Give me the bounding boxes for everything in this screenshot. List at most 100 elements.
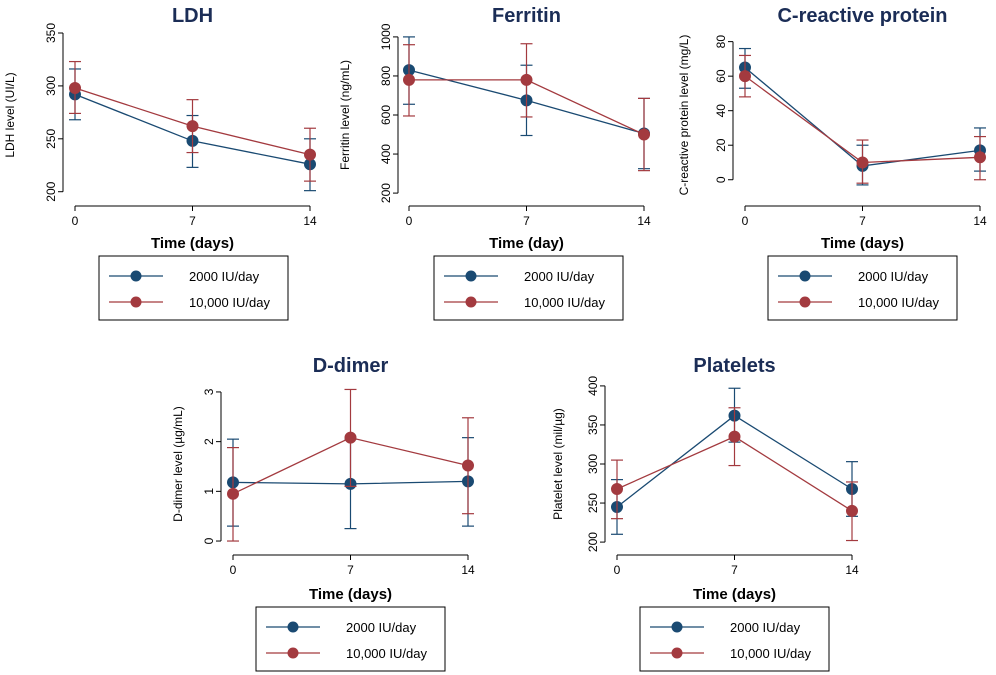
legend-marker [465, 270, 477, 282]
legend-marker [799, 270, 811, 282]
x-tick-label: 7 [523, 214, 530, 228]
legend-marker [130, 270, 142, 282]
x-tick-label: 0 [406, 214, 413, 228]
data-point [403, 73, 415, 86]
legend: 2000 IU/day 10,000 IU/day [639, 606, 830, 672]
data-point [227, 487, 239, 500]
data-point [739, 70, 751, 83]
y-tick-label: 250 [586, 493, 600, 513]
chart-title: LDH [172, 5, 213, 27]
y-tick-label: 400 [586, 376, 600, 396]
legend-marker [465, 296, 477, 308]
legend-marker [287, 647, 299, 659]
y-tick-label: 300 [586, 454, 600, 474]
data-point [846, 504, 858, 517]
data-point [304, 148, 316, 161]
chart-panel-5: Platelets 200 250 300 350 400 0 7 14 Time (days) P… [551, 355, 859, 672]
legend-marker [130, 296, 142, 308]
y-tick-label: 20 [714, 138, 728, 152]
legend-label: 10,000 IU/day [524, 295, 605, 310]
chart-panel-1: LDH 200 250 300 350 0 7 14 Time (days) LDH level … [3, 5, 317, 321]
y-axis-label: D-dimer level (µg/mL) [171, 406, 185, 522]
chart-title: Platelets [693, 355, 775, 377]
x-axis-label: Time (days) [151, 235, 234, 252]
legend: 2000 IU/day 10,000 IU/day [98, 255, 289, 321]
legend: 2000 IU/day 10,000 IU/day [433, 255, 624, 321]
legend-label: 10,000 IU/day [858, 295, 939, 310]
legend-box [639, 606, 830, 672]
y-tick-label: 0 [202, 537, 216, 544]
data-point [638, 128, 650, 141]
legend-label: 2000 IU/day [858, 269, 929, 284]
x-tick-label: 0 [230, 563, 237, 577]
legend-label: 2000 IU/day [730, 620, 801, 635]
x-tick-label: 0 [742, 214, 749, 228]
x-axis-label: Time (days) [693, 586, 776, 603]
legend: 2000 IU/day 10,000 IU/day [255, 606, 446, 672]
x-tick-label: 7 [859, 214, 866, 228]
data-point [69, 82, 81, 95]
y-tick-label: 350 [586, 415, 600, 435]
series-2 [69, 60, 316, 182]
data-point [974, 151, 986, 164]
x-tick-label: 14 [637, 214, 651, 228]
y-tick-label: 200 [44, 181, 58, 201]
y-axis-label: C-reactive protein level (mg/L) [677, 35, 691, 196]
legend-label: 2000 IU/day [346, 620, 417, 635]
x-tick-label: 14 [845, 563, 859, 577]
legend-box [433, 255, 624, 321]
data-point [728, 430, 741, 443]
y-tick-label: 3 [202, 388, 216, 395]
legend-label: 2000 IU/day [524, 269, 595, 284]
x-tick-label: 7 [347, 563, 354, 577]
legend-box [767, 255, 958, 321]
chart-title: C-reactive protein [777, 5, 947, 27]
y-tick-label: 300 [44, 76, 58, 96]
series-2 [611, 407, 858, 542]
y-tick-label: 40 [714, 104, 728, 118]
chart-title: D-dimer [313, 355, 389, 377]
legend-label: 2000 IU/day [189, 269, 260, 284]
series-2 [739, 54, 986, 184]
legend-marker [799, 296, 811, 308]
series-2 [403, 43, 650, 172]
x-tick-label: 14 [303, 214, 317, 228]
y-tick-label: 800 [379, 66, 393, 86]
y-tick-label: 350 [44, 23, 58, 43]
y-tick-label: 60 [714, 69, 728, 83]
chart-panel-3: C-reactive protein 0 20 40 60 80 0 7 14 Time (day… [677, 5, 987, 321]
legend-box [98, 255, 289, 321]
legend-label: 10,000 IU/day [189, 295, 270, 310]
data-point [186, 120, 199, 133]
legend: 2000 IU/day 10,000 IU/day [767, 255, 958, 321]
y-tick-label: 1 [202, 488, 216, 495]
x-tick-label: 7 [731, 563, 738, 577]
x-axis-label: Time (days) [309, 586, 392, 603]
x-tick-label: 14 [461, 563, 475, 577]
x-axis-label: Time (day) [489, 235, 564, 252]
y-axis-label: Ferritin level (ng/mL) [338, 60, 352, 170]
legend-label: 10,000 IU/day [346, 646, 427, 661]
data-point [462, 459, 474, 472]
legend-marker [671, 647, 683, 659]
y-axis-label: LDH level (UI/L) [3, 72, 17, 157]
y-axis-label: Platelet level (mil/µg) [551, 408, 565, 520]
y-tick-label: 200 [379, 183, 393, 203]
y-tick-label: 600 [379, 105, 393, 125]
data-point [611, 482, 623, 495]
y-tick-label: 0 [714, 176, 728, 183]
data-point [344, 431, 357, 444]
y-tick-label: 1000 [379, 23, 393, 50]
chart-title: Ferritin [492, 5, 561, 27]
chart-panel-4: D-dimer 0 1 2 3 0 7 14 Time (days) D-dimer level … [171, 355, 475, 672]
y-tick-label: 80 [714, 35, 728, 49]
x-axis-label: Time (days) [821, 235, 904, 252]
x-tick-label: 0 [72, 214, 79, 228]
y-tick-label: 200 [586, 532, 600, 552]
y-tick-label: 400 [379, 144, 393, 164]
legend-marker [671, 621, 683, 633]
series-2 [227, 388, 474, 542]
y-tick-label: 250 [44, 128, 58, 148]
legend-marker [287, 621, 299, 633]
